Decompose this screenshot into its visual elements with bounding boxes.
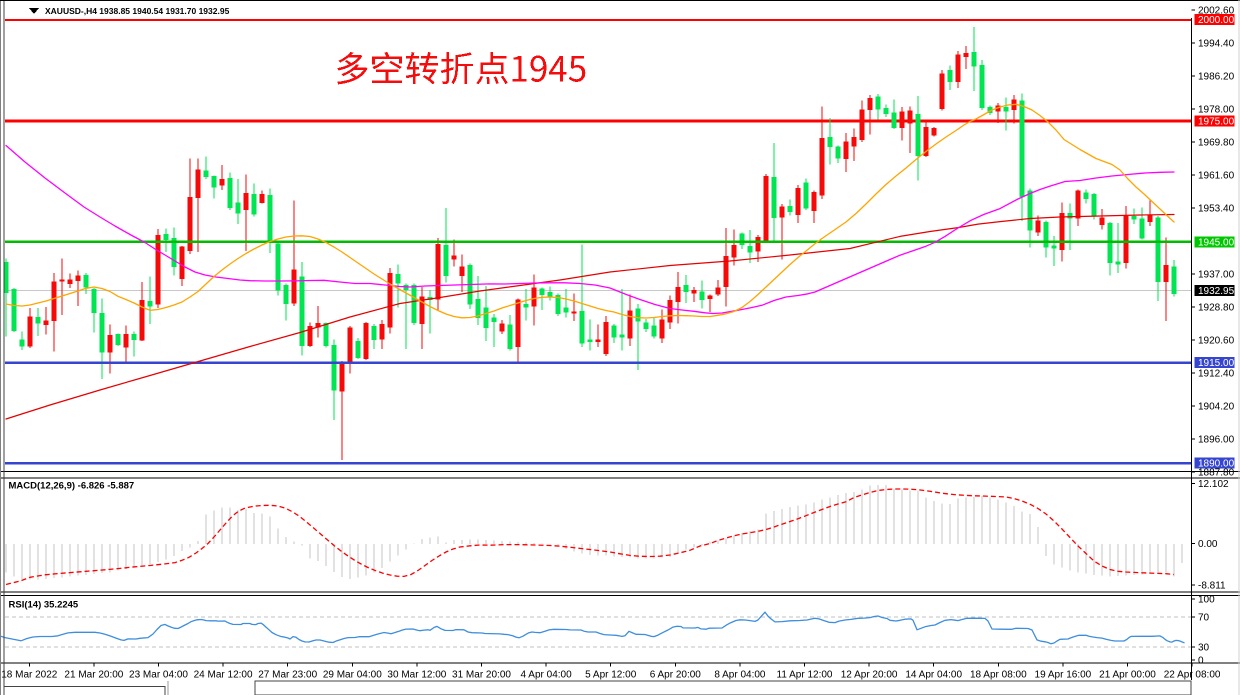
svg-text:30: 30 bbox=[1198, 643, 1210, 654]
svg-text:8 Apr 04:00: 8 Apr 04:00 bbox=[714, 670, 766, 681]
svg-text:24 Mar 12:00: 24 Mar 12:00 bbox=[194, 670, 253, 681]
svg-text:27 Mar 23:00: 27 Mar 23:00 bbox=[258, 670, 317, 681]
svg-text:1969.80: 1969.80 bbox=[1198, 138, 1235, 149]
svg-text:-8.811: -8.811 bbox=[1198, 581, 1226, 592]
svg-text:4 Apr 04:00: 4 Apr 04:00 bbox=[521, 670, 573, 681]
svg-text:0: 0 bbox=[1198, 656, 1204, 667]
svg-text:1887.80: 1887.80 bbox=[1198, 468, 1235, 479]
svg-text:1915.00: 1915.00 bbox=[1198, 358, 1235, 369]
svg-text:1890.00: 1890.00 bbox=[1198, 459, 1235, 470]
svg-text:2000.00: 2000.00 bbox=[1198, 15, 1235, 26]
svg-text:29 Mar 04:00: 29 Mar 04:00 bbox=[323, 670, 382, 681]
svg-text:11 Apr 12:00: 11 Apr 12:00 bbox=[777, 670, 833, 681]
svg-text:1994.40: 1994.40 bbox=[1198, 39, 1235, 50]
svg-text:MACD(12,26,9) -6.826 -5.887: MACD(12,26,9) -6.826 -5.887 bbox=[9, 481, 135, 492]
svg-text:6 Apr 20:00: 6 Apr 20:00 bbox=[650, 670, 702, 681]
svg-text:2002.60: 2002.60 bbox=[1198, 6, 1235, 17]
svg-text:18 Apr 08:00: 18 Apr 08:00 bbox=[970, 670, 1027, 681]
svg-text:5 Apr 12:00: 5 Apr 12:00 bbox=[585, 670, 637, 681]
svg-text:30 Mar 12:00: 30 Mar 12:00 bbox=[387, 670, 446, 681]
svg-text:XAUUSD-,H4 1938.85 1940.54 19: XAUUSD-,H4 1938.85 1940.54 1931.70 1932.… bbox=[45, 6, 230, 16]
svg-text:1937.00: 1937.00 bbox=[1198, 270, 1235, 281]
svg-text:1904.20: 1904.20 bbox=[1198, 402, 1235, 413]
svg-text:100: 100 bbox=[1198, 595, 1215, 606]
svg-text:12 Apr 20:00: 12 Apr 20:00 bbox=[841, 670, 898, 681]
svg-text:14 Apr 04:00: 14 Apr 04:00 bbox=[905, 670, 962, 681]
svg-text:1928.80: 1928.80 bbox=[1198, 303, 1235, 314]
svg-text:12.102: 12.102 bbox=[1198, 479, 1229, 490]
svg-text:1912.40: 1912.40 bbox=[1198, 369, 1235, 380]
svg-text:22 Apr 08:00: 22 Apr 08:00 bbox=[1164, 670, 1221, 681]
svg-text:31 Mar 20:00: 31 Mar 20:00 bbox=[452, 670, 511, 681]
svg-text:1896.00: 1896.00 bbox=[1198, 435, 1235, 446]
svg-text:1945.00: 1945.00 bbox=[1198, 237, 1235, 248]
svg-text:1953.40: 1953.40 bbox=[1198, 204, 1235, 215]
svg-text:RSI(14) 35.2245: RSI(14) 35.2245 bbox=[9, 600, 79, 611]
svg-text:1978.00: 1978.00 bbox=[1198, 105, 1235, 116]
svg-text:1975.00: 1975.00 bbox=[1198, 117, 1235, 128]
svg-text:0.00: 0.00 bbox=[1198, 539, 1218, 550]
svg-text:1920.60: 1920.60 bbox=[1198, 336, 1235, 347]
svg-text:70: 70 bbox=[1198, 613, 1210, 624]
svg-text:1961.60: 1961.60 bbox=[1198, 171, 1235, 182]
svg-text:19 Apr 16:00: 19 Apr 16:00 bbox=[1035, 670, 1092, 681]
svg-text:21 Apr 00:00: 21 Apr 00:00 bbox=[1099, 670, 1156, 681]
svg-text:1932.95: 1932.95 bbox=[1198, 286, 1235, 297]
svg-text:21 Mar 20:00: 21 Mar 20:00 bbox=[64, 670, 123, 681]
svg-text:23 Mar 04:00: 23 Mar 04:00 bbox=[129, 670, 188, 681]
svg-text:18 Mar 2022: 18 Mar 2022 bbox=[1, 670, 58, 681]
svg-text:1986.20: 1986.20 bbox=[1198, 72, 1235, 83]
